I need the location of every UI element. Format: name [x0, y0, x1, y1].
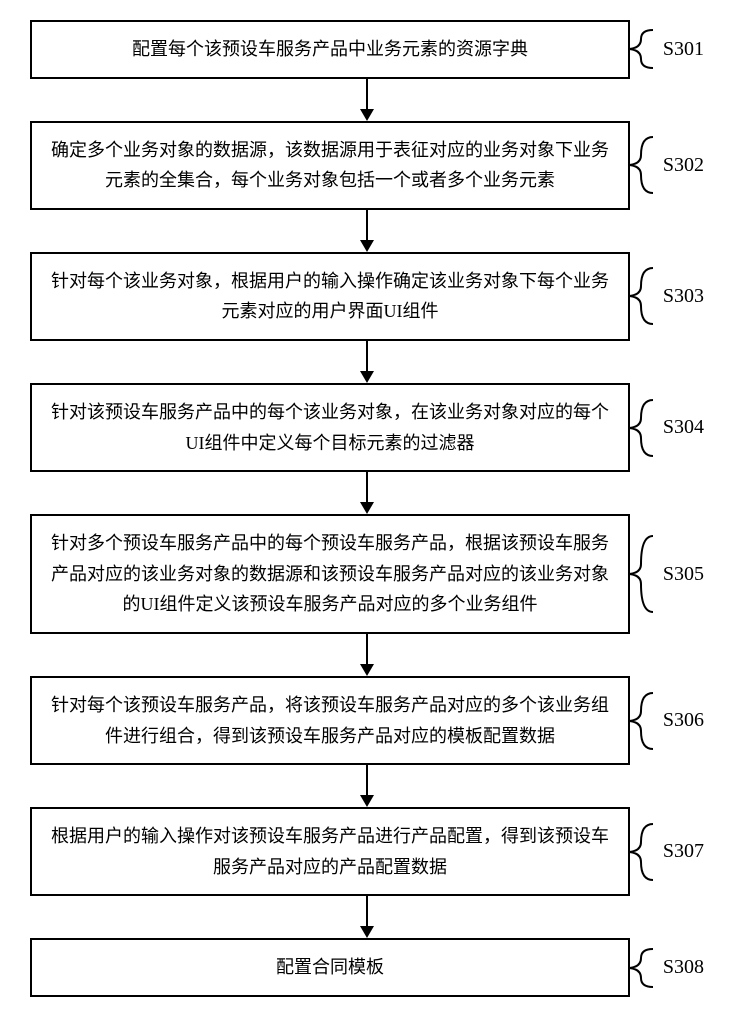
brace-icon: [625, 691, 659, 751]
brace-icon: [625, 398, 659, 458]
step-box: 根据用户的输入操作对该预设车服务产品进行产品配置，得到该预设车服务产品对应的产品…: [30, 807, 630, 896]
step-box: 配置合同模板: [30, 938, 630, 997]
step-row: 针对多个预设车服务产品中的每个预设车服务产品，根据该预设车服务产品对应的该业务对…: [30, 514, 704, 634]
arrow: [67, 210, 667, 252]
step-box: 针对每个该预设车服务产品，将该预设车服务产品对应的多个该业务组件进行组合，得到该…: [30, 676, 630, 765]
arrow: [67, 896, 667, 938]
step-label: S304: [663, 416, 704, 439]
step-row: 针对每个该预设车服务产品，将该预设车服务产品对应的多个该业务组件进行组合，得到该…: [30, 676, 704, 765]
step-box: 针对每个该业务对象，根据用户的输入操作确定该业务对象下每个业务元素对应的用户界面…: [30, 252, 630, 341]
brace-icon: [625, 947, 659, 989]
step-row: 针对该预设车服务产品中的每个该业务对象，在该业务对象对应的每个UI组件中定义每个…: [30, 383, 704, 472]
step-row: 根据用户的输入操作对该预设车服务产品进行产品配置，得到该预设车服务产品对应的产品…: [30, 807, 704, 896]
step-label-wrap: S307: [625, 822, 704, 882]
step-label-wrap: S301: [625, 28, 704, 70]
arrow: [67, 634, 667, 676]
flowchart-container: 配置每个该预设车服务产品中业务元素的资源字典 S301 确定多个业务对象的数据源，该…: [0, 0, 734, 1017]
step-label-wrap: S304: [625, 398, 704, 458]
step-label: S307: [663, 840, 704, 863]
brace-icon: [625, 534, 659, 614]
brace-icon: [625, 135, 659, 195]
brace-icon: [625, 28, 659, 70]
step-label-wrap: S305: [625, 534, 704, 614]
step-box: 针对多个预设车服务产品中的每个预设车服务产品，根据该预设车服务产品对应的该业务对…: [30, 514, 630, 634]
step-row: 配置每个该预设车服务产品中业务元素的资源字典 S301: [30, 20, 704, 79]
step-label: S305: [663, 563, 704, 586]
step-row: 配置合同模板 S308: [30, 938, 704, 997]
step-label: S303: [663, 285, 704, 308]
step-label-wrap: S308: [625, 947, 704, 989]
step-box: 针对该预设车服务产品中的每个该业务对象，在该业务对象对应的每个UI组件中定义每个…: [30, 383, 630, 472]
step-label-wrap: S306: [625, 691, 704, 751]
step-row: 确定多个业务对象的数据源，该数据源用于表征对应的业务对象下业务元素的全集合，每个…: [30, 121, 704, 210]
arrow: [67, 79, 667, 121]
arrow: [67, 765, 667, 807]
step-label-wrap: S303: [625, 266, 704, 326]
brace-icon: [625, 266, 659, 326]
step-label: S302: [663, 154, 704, 177]
step-box: 配置每个该预设车服务产品中业务元素的资源字典: [30, 20, 630, 79]
brace-icon: [625, 822, 659, 882]
step-box: 确定多个业务对象的数据源，该数据源用于表征对应的业务对象下业务元素的全集合，每个…: [30, 121, 630, 210]
step-label-wrap: S302: [625, 135, 704, 195]
step-label: S306: [663, 709, 704, 732]
step-label: S301: [663, 38, 704, 61]
step-label: S308: [663, 956, 704, 979]
step-row: 针对每个该业务对象，根据用户的输入操作确定该业务对象下每个业务元素对应的用户界面…: [30, 252, 704, 341]
arrow: [67, 341, 667, 383]
arrow: [67, 472, 667, 514]
